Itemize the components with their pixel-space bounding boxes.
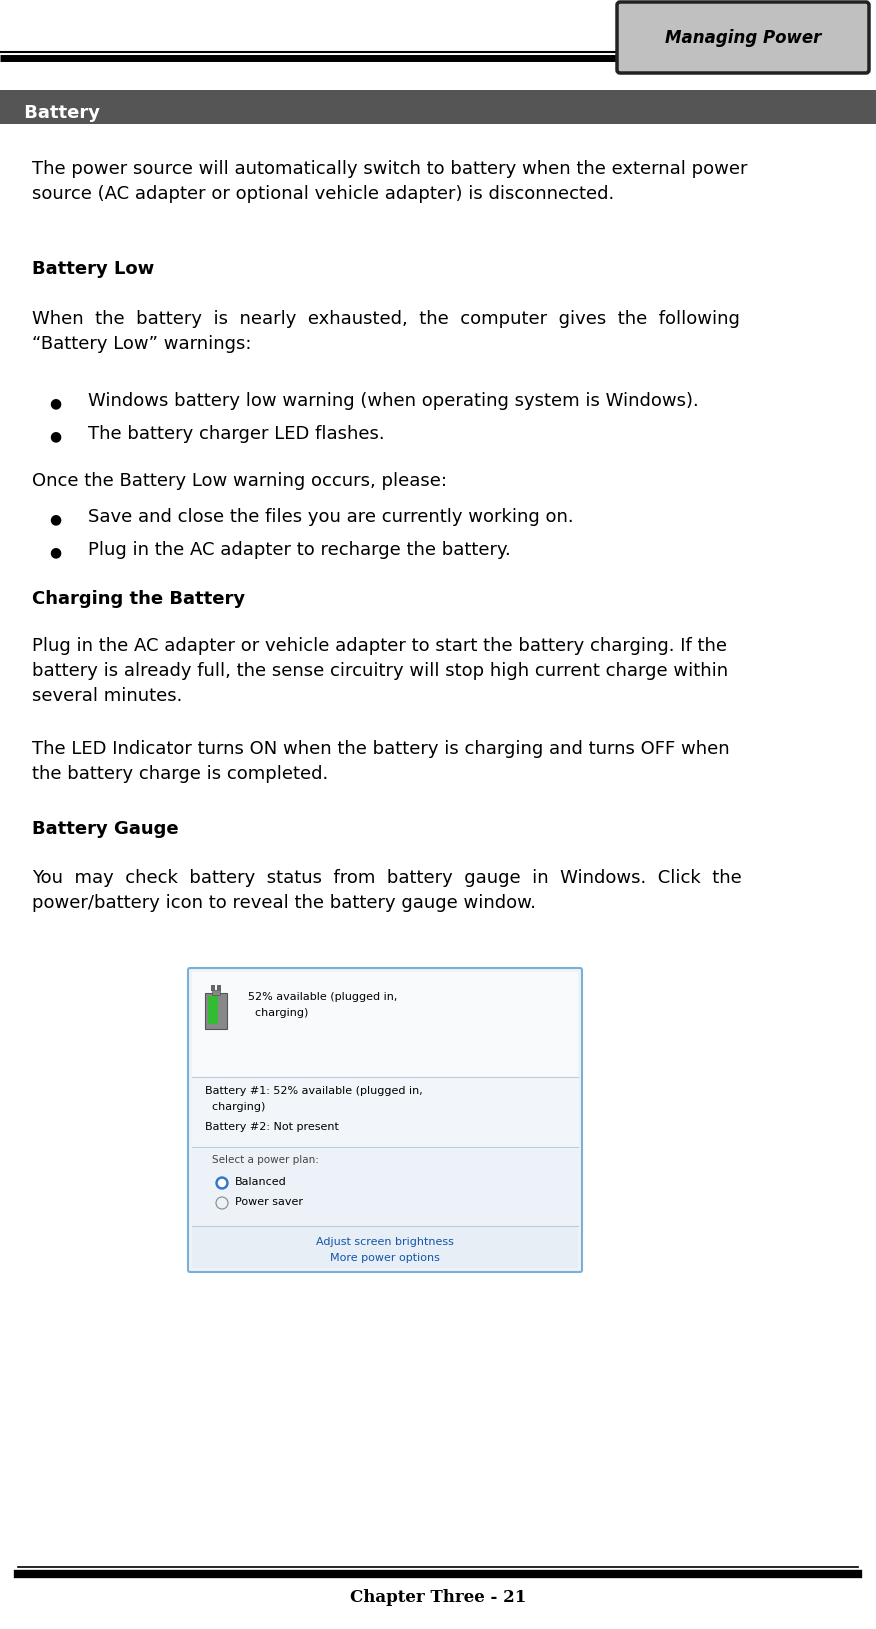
Text: Plug in the AC adapter to recharge the battery.: Plug in the AC adapter to recharge the b… <box>88 541 511 559</box>
Text: charging): charging) <box>248 1008 308 1018</box>
Text: Balanced: Balanced <box>235 1178 286 1188</box>
Bar <box>211 986 215 990</box>
Bar <box>212 990 220 995</box>
Bar <box>208 995 218 1025</box>
Text: ●: ● <box>49 428 61 443</box>
Text: The power source will automatically switch to battery when the external power
so: The power source will automatically swit… <box>32 160 747 204</box>
Text: Battery: Battery <box>18 104 100 122</box>
Text: charging): charging) <box>205 1101 265 1113</box>
Text: Once the Battery Low warning occurs, please:: Once the Battery Low warning occurs, ple… <box>32 472 447 490</box>
Text: Battery #2: Not present: Battery #2: Not present <box>205 1122 339 1132</box>
Text: Power saver: Power saver <box>235 1197 303 1207</box>
Bar <box>0 90 876 124</box>
Bar <box>192 1227 578 1267</box>
Text: Save and close the files you are currently working on.: Save and close the files you are current… <box>88 508 574 526</box>
Text: ●: ● <box>49 396 61 411</box>
Bar <box>620 47 866 64</box>
Bar <box>192 1148 578 1228</box>
Text: The battery charger LED flashes.: The battery charger LED flashes. <box>88 425 385 443</box>
Text: Battery #1: 52% available (plugged in,: Battery #1: 52% available (plugged in, <box>205 1087 423 1096</box>
Text: The LED Indicator turns ON when the battery is charging and turns OFF when
the b: The LED Indicator turns ON when the batt… <box>32 740 730 784</box>
FancyBboxPatch shape <box>617 2 869 73</box>
Circle shape <box>218 1179 225 1186</box>
FancyBboxPatch shape <box>188 968 582 1272</box>
Text: Plug in the AC adapter or vehicle adapter to start the battery charging. If the
: Plug in the AC adapter or vehicle adapte… <box>32 637 728 705</box>
Text: When  the  battery  is  nearly  exhausted,  the  computer  gives  the  following: When the battery is nearly exhausted, th… <box>32 310 740 353</box>
Text: Select a power plan:: Select a power plan: <box>212 1155 319 1165</box>
Text: Battery Gauge: Battery Gauge <box>32 819 179 837</box>
Text: ●: ● <box>49 546 61 559</box>
Text: Managing Power: Managing Power <box>665 28 821 47</box>
Text: ●: ● <box>49 512 61 526</box>
Bar <box>205 994 227 1030</box>
Text: Windows battery low warning (when operating system is Windows).: Windows battery low warning (when operat… <box>88 393 699 411</box>
Text: You  may  check  battery  status  from  battery  gauge  in  Windows.  Click  the: You may check battery status from batter… <box>32 868 742 912</box>
Text: Adjust screen brightness: Adjust screen brightness <box>316 1236 454 1248</box>
Text: Charging the Battery: Charging the Battery <box>32 590 245 608</box>
Text: 52% available (plugged in,: 52% available (plugged in, <box>248 992 398 1002</box>
Bar <box>217 986 221 990</box>
Text: More power options: More power options <box>330 1253 440 1262</box>
Text: Battery Low: Battery Low <box>32 261 154 279</box>
Bar <box>192 1078 578 1192</box>
Text: Chapter Three - 21: Chapter Three - 21 <box>350 1588 526 1606</box>
Circle shape <box>216 1178 228 1189</box>
Bar <box>192 973 578 1077</box>
